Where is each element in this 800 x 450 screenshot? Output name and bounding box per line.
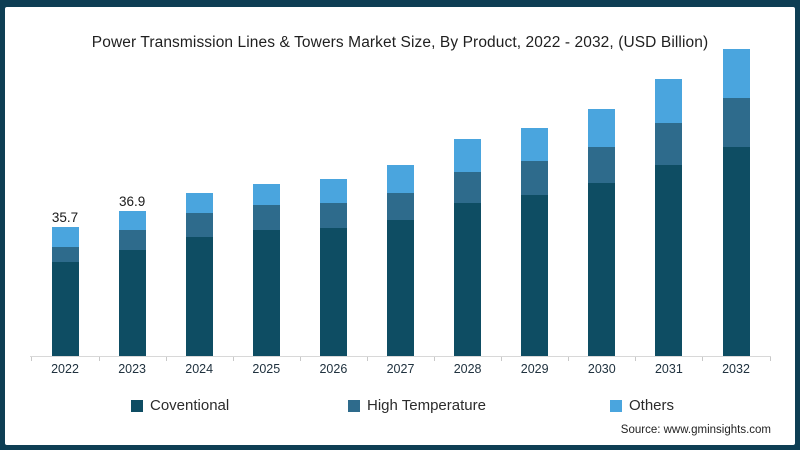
bar-2023 <box>118 211 146 356</box>
bar-segment-high-temperature <box>51 247 79 262</box>
bar-segment-others <box>722 49 750 98</box>
bar-segment-high-temperature <box>521 161 549 195</box>
bar-segment-others <box>387 165 414 193</box>
bar-segment-others <box>655 79 683 123</box>
x-tick-label: 2032 <box>722 362 750 376</box>
legend-swatch-others <box>610 399 622 412</box>
x-axis-tick <box>434 357 436 361</box>
x-axis-tick <box>501 357 503 361</box>
source-attribution: Source: www.gminsights.com <box>620 424 771 436</box>
x-tick-label: 2028 <box>453 362 482 376</box>
x-tick-label: 2022 <box>51 362 79 376</box>
x-axis-tick <box>635 357 637 361</box>
x-tick-label: 2029 <box>520 362 549 376</box>
bar-segment-high-temperature <box>655 123 683 165</box>
bar-segment-others <box>521 128 549 161</box>
legend-item-others: Others <box>610 397 674 414</box>
x-tick-label: 2027 <box>386 362 415 376</box>
bar-segment-others <box>185 193 213 213</box>
bar-segment-others <box>588 109 616 147</box>
bar-segment-others <box>454 139 482 172</box>
bar-segment-high-temperature <box>454 172 482 203</box>
bar-segment-high-temperature <box>252 205 280 230</box>
x-tick-label: 2026 <box>319 362 348 376</box>
x-axis-tick <box>568 357 570 361</box>
bar-segment-high-temperature <box>722 98 750 147</box>
legend-label-others: Others <box>629 397 675 414</box>
bar-2025 <box>252 184 280 356</box>
bar-2030 <box>588 109 616 356</box>
bar-value-label: 36.9 <box>118 194 146 209</box>
bar-value-label: 35.7 <box>51 210 79 225</box>
bar-2032 <box>722 49 750 356</box>
bar-segment-coventional <box>387 220 414 356</box>
bar-segment-high-temperature <box>387 193 414 220</box>
x-tick-label: 2025 <box>252 362 281 376</box>
x-tick-label: 2023 <box>118 362 146 376</box>
x-tick-label: 2024 <box>185 362 214 376</box>
bar-segment-coventional <box>118 250 146 356</box>
bar-segment-high-temperature <box>118 230 146 250</box>
x-axis-tick <box>299 357 301 361</box>
bar-2026 <box>319 179 347 356</box>
bar-segment-others <box>51 227 79 247</box>
x-axis-tick <box>232 357 234 361</box>
bar-segment-coventional <box>185 237 213 356</box>
bar-segment-coventional <box>51 262 79 356</box>
bar-segment-coventional <box>521 195 549 356</box>
legend-swatch-coventional <box>131 399 143 412</box>
legend-item-high-temperature: High Temperature <box>348 397 486 414</box>
x-axis-tick <box>98 357 100 361</box>
bar-segment-others <box>319 179 347 203</box>
bar-segment-coventional <box>454 203 482 356</box>
x-axis-tick <box>769 357 771 361</box>
legend: Coventional High Temperature Others <box>0 397 800 415</box>
bar-segment-high-temperature <box>185 213 213 237</box>
bar-segment-high-temperature <box>319 203 347 228</box>
bar-2024 <box>185 193 213 356</box>
chart-title: Power Transmission Lines & Towers Market… <box>91 34 709 51</box>
x-axis-tick <box>702 357 704 361</box>
x-tick-label: 2030 <box>587 362 616 376</box>
x-axis-tick <box>366 357 368 361</box>
bar-2022 <box>51 227 79 356</box>
bar-2028 <box>454 139 482 356</box>
legend-swatch-high-temperature <box>348 399 360 412</box>
bar-segment-coventional <box>252 230 280 356</box>
bar-segment-others <box>118 211 146 230</box>
bar-segment-coventional <box>655 165 683 356</box>
bar-segment-others <box>252 184 280 205</box>
bar-2031 <box>655 79 683 356</box>
bar-segment-high-temperature <box>588 147 616 183</box>
bar-segment-coventional <box>588 183 616 356</box>
x-axis-line <box>30 356 771 357</box>
legend-item-coventional: Coventional <box>131 397 229 414</box>
legend-label-coventional: Coventional <box>150 397 230 414</box>
bar-segment-coventional <box>722 147 750 356</box>
bar-2029 <box>521 128 549 356</box>
x-tick-label: 2031 <box>654 362 683 376</box>
x-axis-tick <box>31 357 33 361</box>
bar-2027 <box>387 165 414 356</box>
legend-label-high-temperature: High Temperature <box>367 397 486 414</box>
bar-segment-coventional <box>319 228 347 356</box>
x-axis-tick <box>165 357 167 361</box>
